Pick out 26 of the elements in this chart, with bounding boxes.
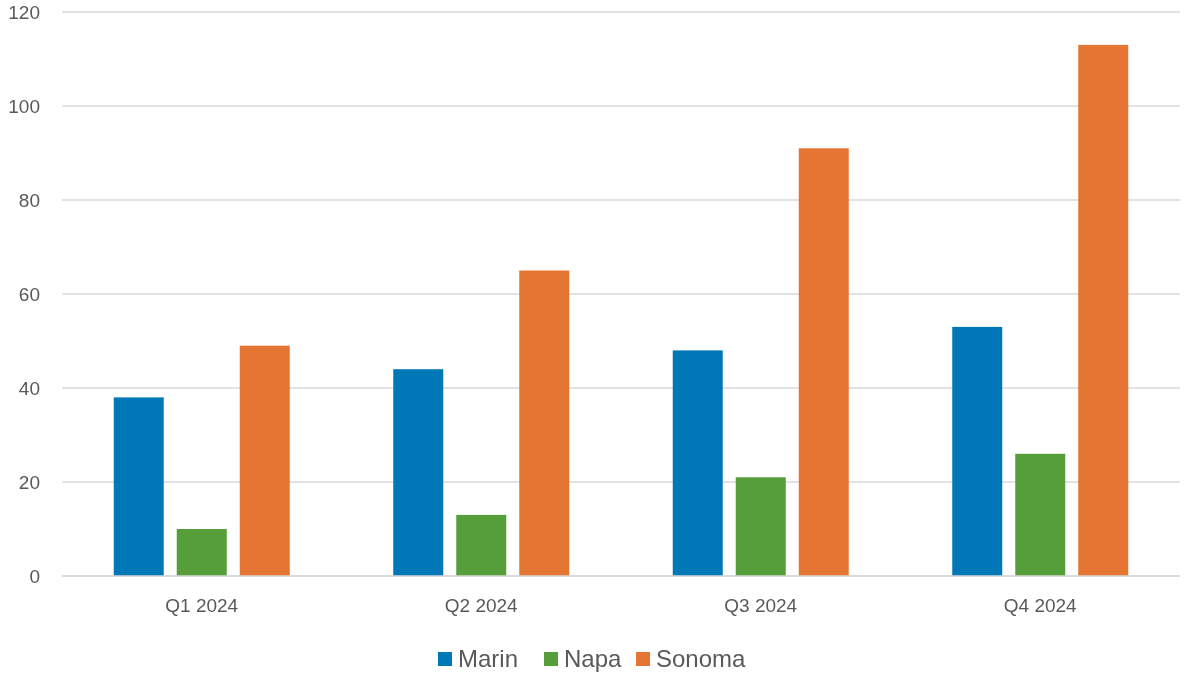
bar (672, 350, 723, 576)
legend-label: Sonoma (656, 645, 747, 673)
bar (113, 397, 164, 576)
bar (735, 477, 786, 576)
y-tick-label: 60 (18, 283, 40, 305)
x-tick-label: Q2 2024 (444, 595, 519, 616)
bar (952, 326, 1003, 576)
bar (239, 345, 290, 576)
bar (1078, 44, 1129, 576)
bar (393, 369, 444, 576)
bar (456, 514, 507, 576)
bar (798, 148, 849, 576)
x-tick-label: Q4 2024 (1003, 595, 1078, 616)
bar (1015, 453, 1066, 576)
legend-label: Marin (458, 645, 519, 673)
y-tick-label: 80 (18, 189, 40, 211)
y-tick-label: 0 (29, 565, 40, 587)
x-tick-label: Q1 2024 (165, 595, 239, 616)
legend-label: Napa (564, 645, 623, 673)
bar (176, 529, 227, 576)
y-tick-label: 20 (18, 471, 40, 493)
x-tick-label: Q3 2024 (724, 595, 798, 616)
y-tick-label: 100 (8, 95, 40, 117)
bar (519, 270, 570, 576)
y-tick-label: 40 (18, 377, 40, 399)
y-tick-label: 120 (8, 1, 40, 23)
